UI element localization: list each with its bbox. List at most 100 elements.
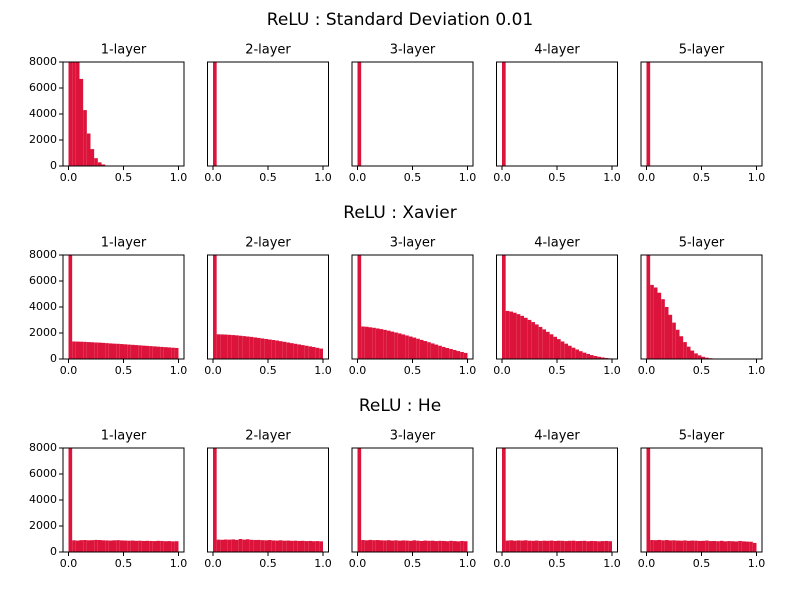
bar <box>438 541 442 552</box>
bar <box>453 541 457 552</box>
bar <box>394 332 398 359</box>
bar <box>171 348 175 359</box>
bar <box>546 541 550 552</box>
bar <box>98 540 102 552</box>
bar <box>72 10 76 166</box>
bar <box>160 347 164 359</box>
y-tick-label: 0 <box>50 159 57 172</box>
bar <box>305 346 309 359</box>
bar <box>716 541 720 552</box>
bar <box>506 311 510 359</box>
bar <box>442 347 446 359</box>
bar <box>517 314 521 359</box>
x-tick-label: 0.5 <box>259 557 277 570</box>
bar <box>694 353 698 359</box>
bar <box>409 541 413 552</box>
bar <box>391 541 395 552</box>
bar <box>731 541 735 552</box>
bar <box>94 342 98 359</box>
bar <box>524 318 528 359</box>
axes-frame <box>641 62 762 166</box>
bar <box>268 340 272 360</box>
bar <box>264 339 268 359</box>
bar <box>672 323 676 359</box>
bar <box>231 539 235 552</box>
bar <box>376 328 380 359</box>
bar <box>253 337 257 359</box>
bar <box>301 541 305 552</box>
bar <box>539 327 543 359</box>
x-tick-label: 1.0 <box>748 557 766 570</box>
bar <box>572 541 576 552</box>
bar <box>239 336 243 359</box>
bar <box>654 288 658 360</box>
bar <box>564 344 568 359</box>
y-tick-label: 6000 <box>29 467 57 480</box>
bar <box>713 541 717 552</box>
bar <box>608 541 612 552</box>
bar <box>164 347 168 359</box>
bar <box>87 134 91 167</box>
section-title: ReLU : Standard Deviation 0.01 <box>267 10 533 30</box>
bar <box>149 541 153 552</box>
bar <box>146 346 150 359</box>
bar <box>264 540 268 552</box>
x-tick-label: 0.5 <box>404 364 422 377</box>
bar <box>586 541 590 552</box>
bars <box>647 0 651 166</box>
bar <box>590 355 594 359</box>
bar <box>175 348 179 359</box>
bar <box>387 540 391 552</box>
x-tick-label: 0.0 <box>204 364 222 377</box>
x-tick-label: 0.0 <box>349 171 367 184</box>
bar <box>217 540 221 552</box>
bar <box>676 330 680 359</box>
bar <box>102 343 106 359</box>
bar <box>153 541 157 552</box>
bar <box>113 344 117 359</box>
bar <box>272 340 276 359</box>
bar <box>405 335 409 359</box>
bar <box>94 158 98 166</box>
bar <box>213 0 217 166</box>
bar <box>135 345 139 359</box>
x-tick-label: 0.5 <box>259 364 277 377</box>
subplot-title: 5-layer <box>679 236 725 251</box>
bar <box>316 348 320 359</box>
bar <box>650 540 654 552</box>
bar <box>283 541 287 552</box>
bar <box>297 344 301 359</box>
x-tick-label: 1.0 <box>314 557 332 570</box>
bar <box>217 334 221 359</box>
x-tick-label: 1.0 <box>748 171 766 184</box>
bar <box>442 541 446 552</box>
bar <box>168 541 172 552</box>
x-tick-label: 1.0 <box>459 171 477 184</box>
bar <box>435 541 439 552</box>
x-tick-label: 1.0 <box>314 364 332 377</box>
bar <box>91 149 95 166</box>
bar <box>239 539 243 552</box>
x-tick-label: 1.0 <box>603 557 621 570</box>
bar <box>413 338 417 359</box>
bar <box>457 541 461 552</box>
x-tick-label: 0.5 <box>259 171 277 184</box>
x-tick-label: 0.0 <box>60 364 78 377</box>
bars <box>213 0 323 552</box>
bar <box>83 540 87 552</box>
bar <box>427 541 431 552</box>
bar <box>171 541 175 552</box>
bar <box>528 320 532 359</box>
bar <box>242 336 246 359</box>
bar <box>157 347 161 359</box>
x-tick-label: 0.0 <box>493 364 511 377</box>
bar <box>398 333 402 359</box>
axes-frame <box>208 448 329 552</box>
bar <box>220 540 224 552</box>
bar <box>69 0 73 166</box>
bar <box>513 541 517 552</box>
bar <box>275 541 279 552</box>
axes-frame <box>208 62 329 166</box>
bars <box>69 0 113 166</box>
bar <box>420 541 424 552</box>
